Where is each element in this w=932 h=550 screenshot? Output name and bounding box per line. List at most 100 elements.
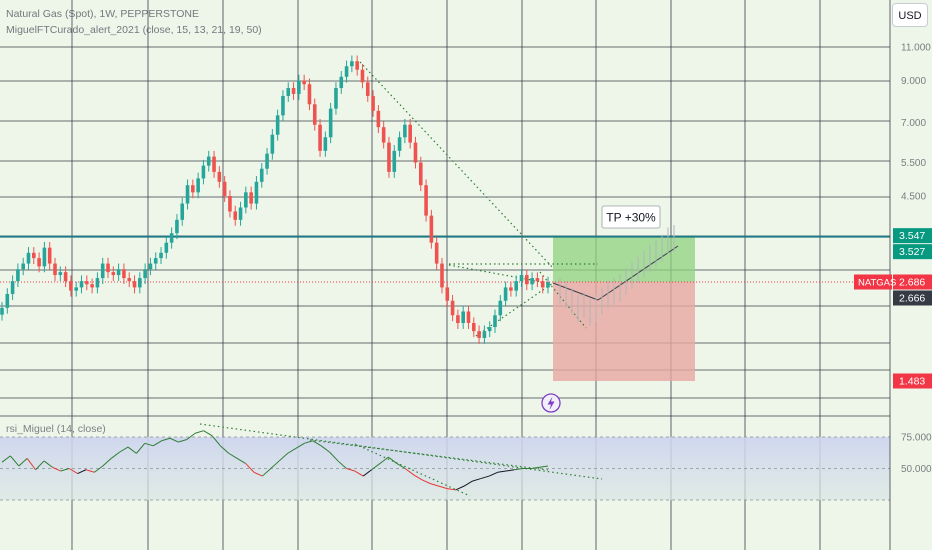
candle-body <box>334 88 338 109</box>
lightning-icon[interactable] <box>541 393 561 413</box>
rsi-title: rsi_Miguel (14, close) <box>6 423 106 435</box>
rsi-segment <box>60 468 70 472</box>
candle-body <box>122 269 126 279</box>
candle <box>434 236 439 270</box>
rsi-segment <box>220 445 230 454</box>
trendline-dotted[interactable] <box>539 271 587 329</box>
candle <box>503 281 508 307</box>
candle-body <box>365 82 370 96</box>
candle-body <box>339 76 344 89</box>
trendline-dotted[interactable] <box>448 264 549 284</box>
candle-body <box>10 281 15 294</box>
candle-body <box>429 215 434 243</box>
candle-body <box>85 281 89 285</box>
candle-body <box>138 278 142 288</box>
candle-body <box>408 124 412 143</box>
price-tick-label: 7.000 <box>901 118 926 129</box>
candle <box>291 82 296 100</box>
candle-body <box>212 156 216 172</box>
candle-body <box>387 142 391 172</box>
rsi-pane: rsi_Miguel (14, close) <box>0 423 890 501</box>
price-tag[interactable]: 3.547 <box>893 228 932 244</box>
rsi-segment <box>262 468 272 477</box>
price-tick-label: 11.000 <box>901 43 931 54</box>
candle <box>275 109 280 141</box>
symbol-tag[interactable]: NATGAS <box>854 274 896 290</box>
rsi-segment <box>1 455 11 463</box>
candle <box>429 209 434 249</box>
candle <box>169 227 174 249</box>
candle <box>259 162 264 188</box>
stop-zone[interactable] <box>553 281 695 381</box>
candle <box>206 150 211 172</box>
candle-body <box>312 104 317 125</box>
candle <box>450 295 455 322</box>
candle <box>238 201 243 226</box>
candle-body <box>95 278 100 288</box>
target-zone[interactable] <box>553 236 695 282</box>
candle-body <box>509 287 513 291</box>
rsi-trendline[interactable] <box>199 423 603 480</box>
trendline-dotted[interactable] <box>475 282 554 337</box>
candle <box>244 186 248 214</box>
candle-body <box>233 211 238 220</box>
candle <box>217 166 222 188</box>
rsi-segment <box>295 442 305 449</box>
candle <box>32 247 36 265</box>
rsi-segment <box>346 468 355 472</box>
candle-body <box>477 331 481 338</box>
candle <box>164 236 169 259</box>
candle <box>471 317 476 338</box>
rsi-segment <box>488 471 498 477</box>
candle <box>175 214 179 240</box>
candle <box>519 269 524 288</box>
rsi-segment <box>312 440 322 447</box>
candle <box>360 63 365 89</box>
currency-button[interactable]: USD <box>892 3 928 27</box>
price-tag[interactable]: 3.527 <box>893 244 932 260</box>
drawing-overlays[interactable]: TP +30% <box>0 61 890 413</box>
rsi-segment <box>110 451 120 459</box>
tp-label[interactable]: TP +30% <box>601 205 661 229</box>
rsi-segment <box>430 483 439 487</box>
rsi-segment <box>253 471 263 477</box>
candle-body <box>159 252 163 259</box>
candle-body <box>217 171 222 182</box>
candle-body <box>169 233 174 243</box>
rsi-segment <box>195 430 204 434</box>
candle-body <box>461 311 465 324</box>
candle-body <box>69 281 73 291</box>
candle <box>546 276 550 294</box>
tp-label-box <box>601 205 661 229</box>
trendline-dotted[interactable] <box>359 61 554 269</box>
price-tag[interactable]: 2.666 <box>893 290 932 306</box>
candle-body <box>175 219 179 234</box>
rsi-segment <box>278 453 288 462</box>
candle-body <box>424 185 428 216</box>
candle <box>233 205 238 226</box>
candle-body <box>471 323 476 332</box>
price-tag[interactable]: 2.686 <box>893 274 932 290</box>
candle-body <box>106 263 110 273</box>
rsi-segment <box>211 435 221 447</box>
rsi-segment <box>463 480 473 487</box>
price-axis[interactable]: 11.000 9.000 7.000 5.500 4.500 75.000 50.000 3.… <box>854 0 932 550</box>
rsi-segment <box>127 446 137 454</box>
candle-body <box>535 278 540 282</box>
candle <box>212 150 216 178</box>
candle <box>403 119 407 144</box>
candle-body <box>371 95 375 111</box>
candle <box>461 305 465 329</box>
candle <box>5 288 10 314</box>
price-tag[interactable]: 1.483 <box>893 373 932 389</box>
rsi-segment <box>136 442 146 454</box>
rsi-segment <box>119 446 129 453</box>
rsi-segment <box>329 451 339 462</box>
rsi-segment <box>161 437 171 442</box>
rsi-trendline[interactable] <box>354 443 471 497</box>
candle-body <box>42 247 47 267</box>
candle <box>111 266 116 282</box>
indicator-title: MiguelFTCurado_alert_2021 (close, 15, 13… <box>6 24 262 36</box>
